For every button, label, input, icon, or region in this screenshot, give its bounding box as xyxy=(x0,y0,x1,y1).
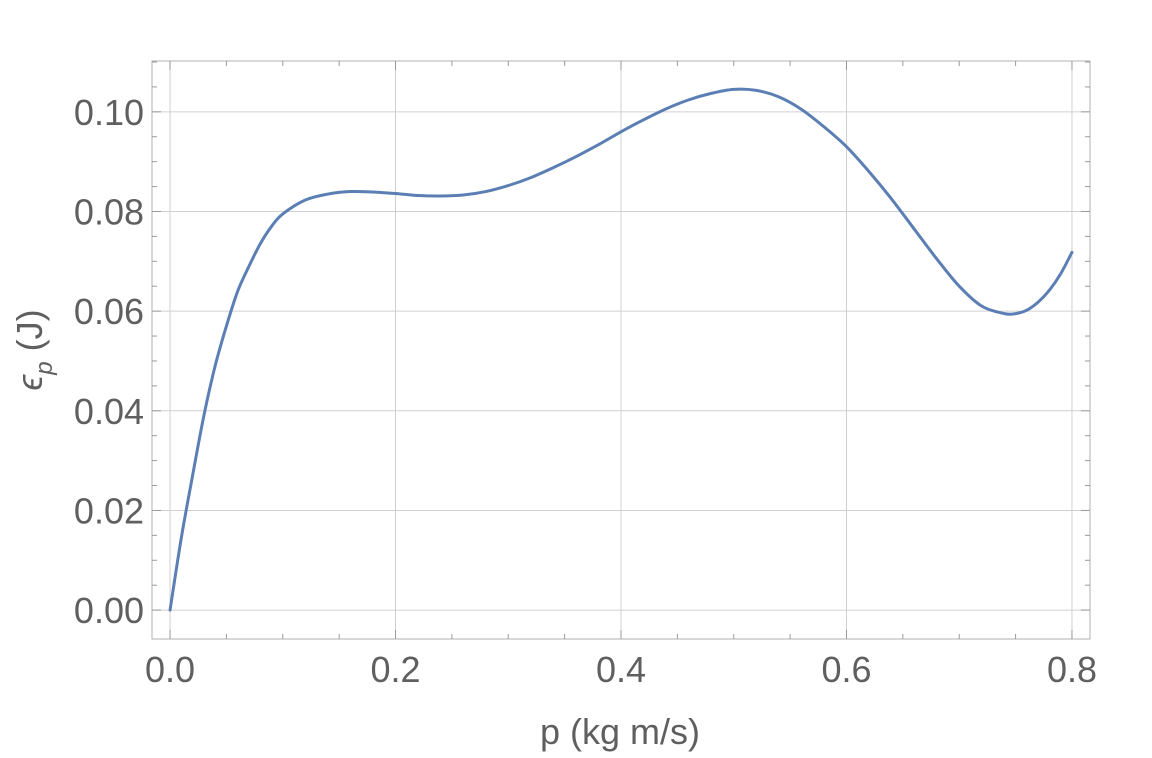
y-tick-label: 0.00 xyxy=(74,590,144,631)
grid xyxy=(152,61,1090,639)
y-tick-label: 0.10 xyxy=(74,92,144,133)
y-tick-label: 0.08 xyxy=(74,191,144,232)
series-line xyxy=(168,87,1074,612)
minor-ticks xyxy=(152,61,1090,639)
x-tick-label: 0.0 xyxy=(145,649,195,690)
y-tick-label: 0.04 xyxy=(74,391,144,432)
tick-labels: 0.0 0.2 0.4 0.6 0.8 0.00 0.02 0.04 0.06 0.08 0.10 xyxy=(74,92,1097,690)
x-tick-label: 0.8 xyxy=(1047,649,1097,690)
y-tick-label: 0.06 xyxy=(74,291,144,332)
y-axis-title-symbol: ϵ xyxy=(9,374,50,391)
x-tick-label: 0.6 xyxy=(821,649,871,690)
y-tick-label: 0.02 xyxy=(74,490,144,531)
y-axis-title-unit: (J) xyxy=(9,309,50,361)
x-axis-title: p (kg m/s) xyxy=(540,711,700,752)
x-tick-label: 0.4 xyxy=(596,649,646,690)
x-tick-label: 0.2 xyxy=(370,649,420,690)
y-axis-title: ϵp (J) xyxy=(9,309,58,390)
y-axis-title-subscript: p xyxy=(31,361,58,375)
